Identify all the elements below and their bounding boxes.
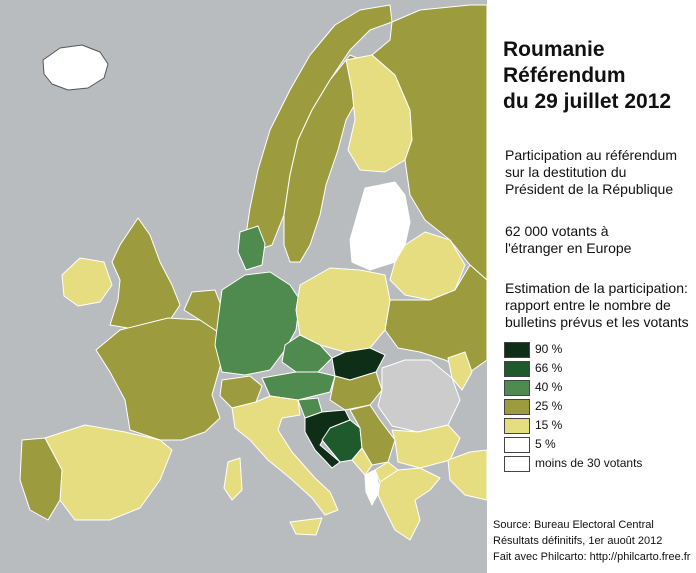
legend-swatch bbox=[504, 399, 530, 415]
source-line-1: Source: Bureau Electoral Central bbox=[493, 519, 654, 531]
czech-republic bbox=[281, 334, 333, 373]
poland bbox=[295, 267, 391, 353]
sweden bbox=[283, 54, 363, 263]
norway bbox=[245, 4, 393, 251]
ireland bbox=[61, 257, 113, 307]
source-line-3: Fait avec Philcarto: http://philcarto.fr… bbox=[493, 551, 691, 563]
ukraine bbox=[384, 264, 487, 373]
legend-swatch bbox=[504, 380, 530, 396]
italy bbox=[231, 395, 339, 516]
legend-panel: Roumanie Référendum du 29 juillet 2012 P… bbox=[487, 0, 696, 573]
map-title-line-1: Roumanie bbox=[503, 38, 605, 61]
voters-count: 62 000 votants à l'étranger en Europe bbox=[505, 223, 632, 256]
denmark bbox=[237, 225, 266, 271]
map-title-line-3: du 29 juillet 2012 bbox=[503, 90, 672, 113]
turkey bbox=[447, 449, 487, 501]
legend-swatch bbox=[504, 361, 530, 377]
montenegro bbox=[351, 447, 373, 476]
moldova bbox=[447, 351, 473, 391]
legend-swatch bbox=[504, 456, 530, 472]
russia bbox=[371, 4, 487, 281]
portugal bbox=[19, 437, 63, 521]
sardinia bbox=[223, 457, 243, 501]
source-line-2: Résultats définitifs, 1er auoût 2012 bbox=[493, 535, 663, 547]
legend-swatch bbox=[504, 437, 530, 453]
albania bbox=[364, 469, 381, 506]
description: Participation au référendum sur la desti… bbox=[505, 147, 677, 197]
greece bbox=[377, 467, 441, 541]
europe-map bbox=[0, 0, 487, 573]
legend-swatch bbox=[504, 418, 530, 434]
sicily bbox=[289, 517, 323, 536]
legend-title: Estimation de la participation: rapport … bbox=[505, 280, 689, 330]
legend-swatch bbox=[504, 342, 530, 358]
belarus bbox=[389, 231, 466, 301]
hungary bbox=[329, 371, 383, 411]
map-title-line-2: Référendum bbox=[503, 64, 626, 87]
iceland bbox=[42, 44, 109, 91]
